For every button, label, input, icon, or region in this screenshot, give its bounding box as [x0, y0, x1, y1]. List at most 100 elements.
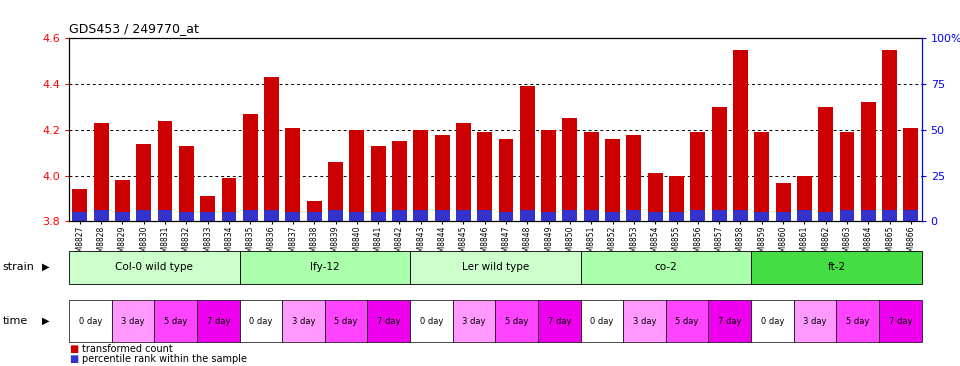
Bar: [371, 146, 386, 221]
Text: GDS453 / 249770_at: GDS453 / 249770_at: [69, 22, 199, 35]
Text: 5 day: 5 day: [846, 317, 870, 326]
Text: 7 day: 7 day: [377, 317, 400, 326]
Bar: [711, 107, 727, 221]
Bar: [72, 212, 87, 221]
Bar: [435, 210, 449, 221]
Bar: [818, 107, 833, 221]
Bar: [222, 212, 236, 221]
Bar: [840, 210, 854, 221]
Text: 0 day: 0 day: [590, 317, 613, 326]
Text: Ler wild type: Ler wild type: [462, 262, 529, 272]
Bar: [328, 162, 343, 221]
Bar: [72, 189, 87, 221]
Text: strain: strain: [3, 262, 35, 272]
Bar: [541, 212, 556, 221]
Bar: [179, 146, 194, 221]
Text: 3 day: 3 day: [121, 317, 145, 326]
Bar: [711, 210, 727, 221]
Bar: [157, 121, 173, 221]
Bar: [264, 210, 279, 221]
Bar: [285, 212, 300, 221]
Bar: [94, 210, 108, 221]
Bar: [392, 141, 407, 221]
Text: 5 day: 5 day: [164, 317, 187, 326]
Bar: [861, 102, 876, 221]
Bar: [755, 132, 769, 221]
Text: 0 day: 0 day: [250, 317, 273, 326]
Text: ■: ■: [69, 354, 79, 364]
Bar: [349, 130, 364, 221]
Bar: [243, 210, 257, 221]
Bar: [136, 143, 151, 221]
Text: 0 day: 0 day: [79, 317, 102, 326]
Bar: [882, 210, 897, 221]
Bar: [605, 139, 620, 221]
Text: ▶: ▶: [42, 262, 50, 272]
Bar: [414, 210, 428, 221]
Bar: [243, 114, 257, 221]
Bar: [307, 212, 322, 221]
Bar: [201, 196, 215, 221]
Text: 7 day: 7 day: [547, 317, 571, 326]
Bar: [648, 173, 662, 221]
Text: 7 day: 7 day: [718, 317, 741, 326]
Bar: [584, 132, 599, 221]
Bar: [690, 210, 706, 221]
Bar: [115, 212, 130, 221]
Bar: [498, 212, 514, 221]
Bar: [498, 139, 514, 221]
Text: Col-0 wild type: Col-0 wild type: [115, 262, 193, 272]
Bar: [264, 77, 279, 221]
Bar: [136, 210, 151, 221]
Text: 7 day: 7 day: [889, 317, 912, 326]
Bar: [733, 210, 748, 221]
Bar: [435, 134, 449, 221]
Bar: [563, 210, 577, 221]
Bar: [755, 212, 769, 221]
Bar: [520, 210, 535, 221]
Bar: [627, 134, 641, 221]
Bar: [414, 130, 428, 221]
Bar: [201, 212, 215, 221]
Bar: [115, 180, 130, 221]
Bar: [861, 210, 876, 221]
Bar: [477, 210, 492, 221]
Text: 0 day: 0 day: [420, 317, 444, 326]
Bar: [222, 178, 236, 221]
Text: 3 day: 3 day: [292, 317, 315, 326]
Bar: [669, 176, 684, 221]
Bar: [648, 212, 662, 221]
Bar: [882, 50, 897, 221]
Bar: [157, 210, 173, 221]
Text: ft-2: ft-2: [828, 262, 846, 272]
Text: percentile rank within the sample: percentile rank within the sample: [82, 354, 247, 364]
Bar: [903, 128, 919, 221]
Bar: [605, 212, 620, 221]
Bar: [477, 132, 492, 221]
Text: 3 day: 3 day: [463, 317, 486, 326]
Bar: [903, 210, 919, 221]
Bar: [690, 132, 706, 221]
Bar: [669, 212, 684, 221]
Text: transformed count: transformed count: [82, 344, 173, 354]
Text: ▶: ▶: [42, 316, 50, 326]
Bar: [456, 123, 470, 221]
Text: co-2: co-2: [655, 262, 677, 272]
Text: 5 day: 5 day: [505, 317, 528, 326]
Bar: [349, 212, 364, 221]
Bar: [818, 212, 833, 221]
Bar: [733, 50, 748, 221]
Bar: [627, 210, 641, 221]
Bar: [392, 210, 407, 221]
Bar: [563, 119, 577, 221]
Bar: [520, 86, 535, 221]
Text: 0 day: 0 day: [760, 317, 784, 326]
Text: 3 day: 3 day: [804, 317, 827, 326]
Bar: [541, 130, 556, 221]
Bar: [371, 212, 386, 221]
Text: lfy-12: lfy-12: [310, 262, 340, 272]
Bar: [776, 183, 790, 221]
Bar: [797, 210, 812, 221]
Bar: [456, 210, 470, 221]
Bar: [797, 176, 812, 221]
